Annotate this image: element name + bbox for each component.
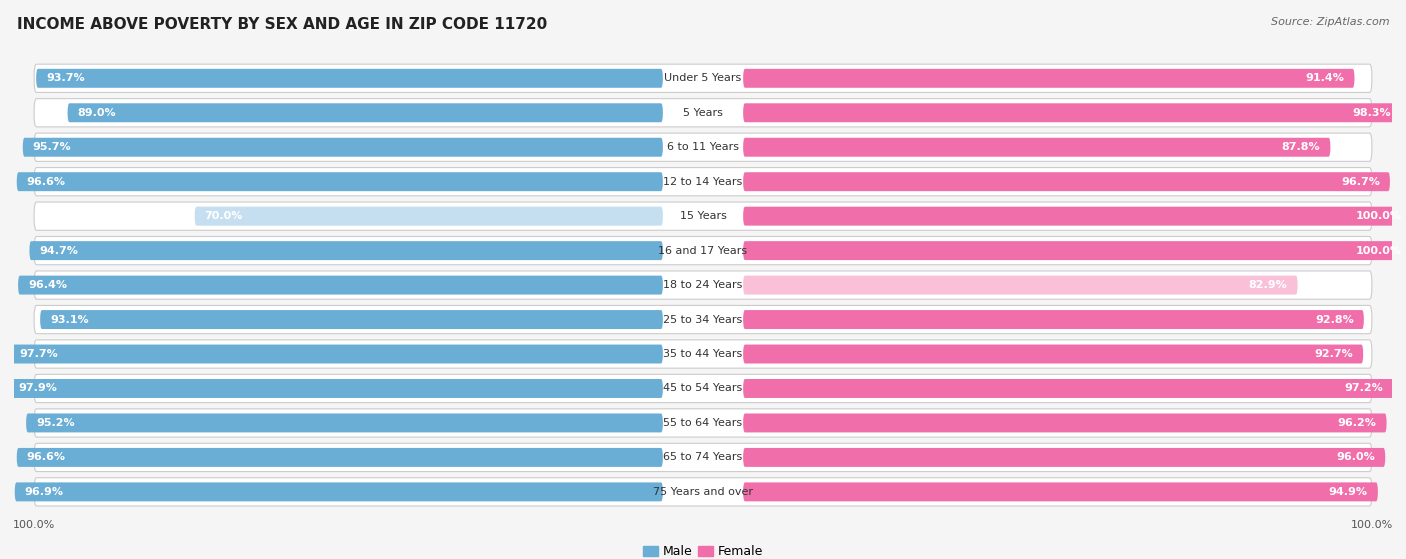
FancyBboxPatch shape [744,379,1393,398]
Text: 95.7%: 95.7% [32,142,72,152]
Text: 5 Years: 5 Years [683,108,723,118]
Text: Source: ZipAtlas.com: Source: ZipAtlas.com [1271,17,1389,27]
Text: 82.9%: 82.9% [1249,280,1288,290]
Text: 70.0%: 70.0% [205,211,243,221]
FancyBboxPatch shape [744,276,1298,295]
Text: 6 to 11 Years: 6 to 11 Years [666,142,740,152]
Text: 100.0%: 100.0% [1355,245,1402,255]
FancyBboxPatch shape [14,482,662,501]
FancyBboxPatch shape [744,414,1386,433]
Text: 96.0%: 96.0% [1337,452,1375,462]
FancyBboxPatch shape [194,207,662,226]
FancyBboxPatch shape [41,310,662,329]
Text: 97.9%: 97.9% [18,383,58,394]
Text: 45 to 54 Years: 45 to 54 Years [664,383,742,394]
Text: 35 to 44 Years: 35 to 44 Years [664,349,742,359]
Text: 96.6%: 96.6% [27,452,66,462]
FancyBboxPatch shape [67,103,662,122]
FancyBboxPatch shape [34,375,1372,402]
FancyBboxPatch shape [34,133,1372,162]
FancyBboxPatch shape [34,478,1372,506]
Text: 96.6%: 96.6% [27,177,66,187]
Text: 94.7%: 94.7% [39,245,79,255]
FancyBboxPatch shape [17,448,662,467]
FancyBboxPatch shape [34,202,1372,230]
Text: 91.4%: 91.4% [1306,73,1344,83]
Text: 94.9%: 94.9% [1329,487,1368,497]
Text: 96.2%: 96.2% [1337,418,1376,428]
Text: 75 Years and over: 75 Years and over [652,487,754,497]
Text: 55 to 64 Years: 55 to 64 Years [664,418,742,428]
Text: 15 Years: 15 Years [679,211,727,221]
FancyBboxPatch shape [34,168,1372,196]
Text: 96.4%: 96.4% [28,280,67,290]
FancyBboxPatch shape [8,379,662,398]
Text: 12 to 14 Years: 12 to 14 Years [664,177,742,187]
FancyBboxPatch shape [744,310,1364,329]
FancyBboxPatch shape [34,409,1372,437]
Text: 92.7%: 92.7% [1315,349,1353,359]
FancyBboxPatch shape [744,138,1330,157]
FancyBboxPatch shape [18,276,662,295]
FancyBboxPatch shape [34,340,1372,368]
FancyBboxPatch shape [34,305,1372,334]
Text: 65 to 74 Years: 65 to 74 Years [664,452,742,462]
FancyBboxPatch shape [744,103,1400,122]
FancyBboxPatch shape [744,482,1378,501]
FancyBboxPatch shape [744,207,1406,226]
Text: 95.2%: 95.2% [37,418,75,428]
Text: 92.8%: 92.8% [1315,315,1354,325]
FancyBboxPatch shape [34,443,1372,472]
Text: 98.3%: 98.3% [1353,108,1391,118]
FancyBboxPatch shape [10,344,662,363]
Text: INCOME ABOVE POVERTY BY SEX AND AGE IN ZIP CODE 11720: INCOME ABOVE POVERTY BY SEX AND AGE IN Z… [17,17,547,32]
Text: Under 5 Years: Under 5 Years [665,73,741,83]
FancyBboxPatch shape [34,271,1372,299]
Text: 89.0%: 89.0% [77,108,117,118]
FancyBboxPatch shape [744,172,1391,191]
Text: 97.2%: 97.2% [1344,383,1384,394]
FancyBboxPatch shape [744,344,1364,363]
Text: 100.0%: 100.0% [1355,211,1402,221]
FancyBboxPatch shape [744,69,1354,88]
Text: 87.8%: 87.8% [1282,142,1320,152]
Text: 96.9%: 96.9% [25,487,63,497]
FancyBboxPatch shape [22,138,662,157]
Text: 25 to 34 Years: 25 to 34 Years [664,315,742,325]
FancyBboxPatch shape [34,98,1372,127]
Text: 97.7%: 97.7% [20,349,58,359]
Text: 16 and 17 Years: 16 and 17 Years [658,245,748,255]
FancyBboxPatch shape [27,414,662,433]
FancyBboxPatch shape [34,236,1372,265]
FancyBboxPatch shape [34,64,1372,92]
Legend: Male, Female: Male, Female [638,540,768,559]
Text: 18 to 24 Years: 18 to 24 Years [664,280,742,290]
Text: 93.1%: 93.1% [51,315,89,325]
FancyBboxPatch shape [744,448,1385,467]
FancyBboxPatch shape [17,172,662,191]
FancyBboxPatch shape [37,69,662,88]
Text: 96.7%: 96.7% [1341,177,1379,187]
Text: 93.7%: 93.7% [46,73,84,83]
FancyBboxPatch shape [744,241,1406,260]
FancyBboxPatch shape [30,241,662,260]
